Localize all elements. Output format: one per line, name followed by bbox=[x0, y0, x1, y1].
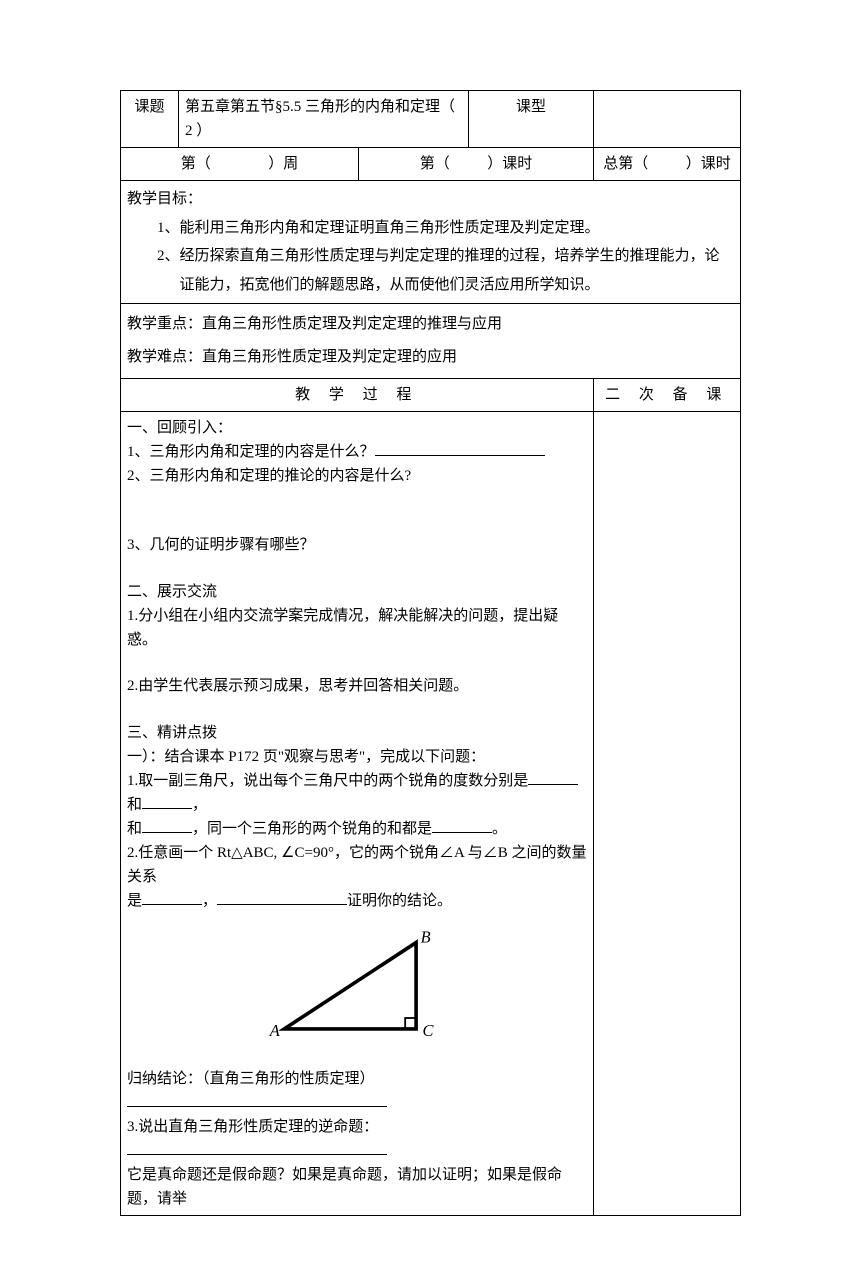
teaching-process-cell: 一、回顾引入： 1、三角形内角和定理的内容是什么？ 2、三角形内角和定理的推论的… bbox=[121, 412, 594, 1216]
total-cell: 总第（ ）课时 bbox=[594, 148, 741, 181]
s3-q3a: 3.说出直角三角形性质定理的逆命题： bbox=[127, 1115, 587, 1163]
section-header-row: 教 学 过 程 二 次 备 课 bbox=[121, 379, 741, 412]
blank bbox=[142, 818, 192, 833]
keypoints-row: 教学重点：直角三角形性质定理及判定定理的推理与应用 教学难点：直角三角形性质定理… bbox=[121, 304, 741, 379]
s1-title: 一、回顾引入： bbox=[127, 416, 587, 440]
header-row-2: 第（ ）周 第（ ）课时 总第（ ）课时 bbox=[121, 148, 741, 181]
s3-title: 三、精讲点拨 bbox=[127, 721, 587, 745]
blank bbox=[142, 890, 202, 905]
right-triangle-svg: A B C bbox=[257, 923, 457, 1053]
header-row-1: 课题 第五章第五节§5.5 三角形的内角和定理（ 2 ） 课型 bbox=[121, 91, 741, 148]
topic-value: 第五章第五节§5.5 三角形的内角和定理（ 2 ） bbox=[179, 91, 469, 148]
difficulty-label: 教学难点： bbox=[127, 349, 202, 365]
period-cell: 第（ ）课时 bbox=[359, 148, 594, 181]
s3-q1: 1.取一副三角尺，说出每个三角尺中的两个锐角的度数分别是和， 和，同一个三角形的… bbox=[127, 769, 587, 841]
vertex-b-label: B bbox=[421, 927, 431, 946]
topic-label: 课题 bbox=[121, 91, 179, 148]
objective-2: 2、经历探索直角三角形性质定理与判定定理的推理的过程，培养学生的推理能力，论证能… bbox=[127, 242, 734, 299]
s3-sub1: 一）：结合课本 P172 页"观察与思考"，完成以下问题： bbox=[127, 745, 587, 769]
blank bbox=[432, 818, 492, 833]
s2-l2: 2.由学生代表展示预习成果，思考并回答相关问题。 bbox=[127, 674, 587, 698]
focus-value: 直角三角形性质定理及判定定理的推理与应用 bbox=[202, 316, 502, 332]
s1-q2: 2、三角形内角和定理的推论的内容是什么? bbox=[127, 464, 587, 488]
vertex-a-label: A bbox=[269, 1021, 281, 1040]
objectives-row: 教学目标： 1、能利用三角形内角和定理证明直角三角形性质定理及判定定理。 2、经… bbox=[121, 181, 741, 304]
s1-q3: 3、几何的证明步骤有哪些？ bbox=[127, 533, 587, 557]
secondary-col-header: 二 次 备 课 bbox=[594, 379, 741, 412]
blank bbox=[217, 890, 347, 905]
class-type-label: 课型 bbox=[469, 91, 594, 148]
triangle-diagram: A B C bbox=[127, 923, 587, 1053]
blank-line bbox=[375, 441, 545, 456]
s2-title: 二、展示交流 bbox=[127, 580, 587, 604]
s2-l1: 1.分小组在小组内交流学案完成情况，解决能解决的问题，提出疑惑。 bbox=[127, 604, 587, 652]
s1-q1: 1、三角形内角和定理的内容是什么？ bbox=[127, 440, 587, 464]
blank bbox=[142, 794, 192, 809]
body-row: 一、回顾引入： 1、三角形内角和定理的内容是什么？ 2、三角形内角和定理的推论的… bbox=[121, 412, 741, 1216]
focus-label: 教学重点： bbox=[127, 316, 202, 332]
objective-1: 1、能利用三角形内角和定理证明直角三角形性质定理及判定定理。 bbox=[127, 214, 734, 243]
s3-conclusion: 归纳结论：（直角三角形的性质定理） bbox=[127, 1067, 587, 1115]
process-col-header: 教 学 过 程 bbox=[121, 379, 594, 412]
difficulty-value: 直角三角形性质定理及判定定理的应用 bbox=[202, 349, 457, 365]
week-cell: 第（ ）周 bbox=[121, 148, 359, 181]
s3-q3b: 它是真命题还是假命题？如果是真命题，请加以证明；如果是假命题，请举 bbox=[127, 1163, 587, 1211]
class-type-value bbox=[594, 91, 741, 148]
triangle-shape bbox=[284, 942, 416, 1028]
s3-q2: 2.任意画一个 Rt△ABC, ∠C=90°，它的两个锐角∠A 与∠B 之间的数… bbox=[127, 841, 587, 913]
secondary-prep-cell bbox=[594, 412, 741, 1216]
blank-line bbox=[127, 1092, 387, 1107]
objectives-title: 教学目标： bbox=[127, 191, 202, 207]
blank bbox=[528, 770, 578, 785]
lesson-plan-table: 课题 第五章第五节§5.5 三角形的内角和定理（ 2 ） 课型 第（ ）周 第（… bbox=[120, 90, 741, 1216]
vertex-c-label: C bbox=[422, 1021, 434, 1040]
blank-line bbox=[127, 1140, 387, 1155]
